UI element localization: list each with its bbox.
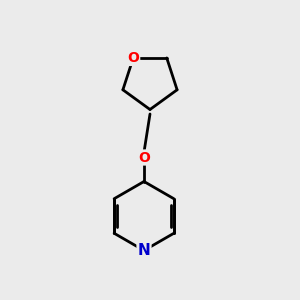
Text: N: N	[138, 243, 150, 258]
Text: O: O	[138, 151, 150, 164]
Text: O: O	[127, 51, 139, 65]
